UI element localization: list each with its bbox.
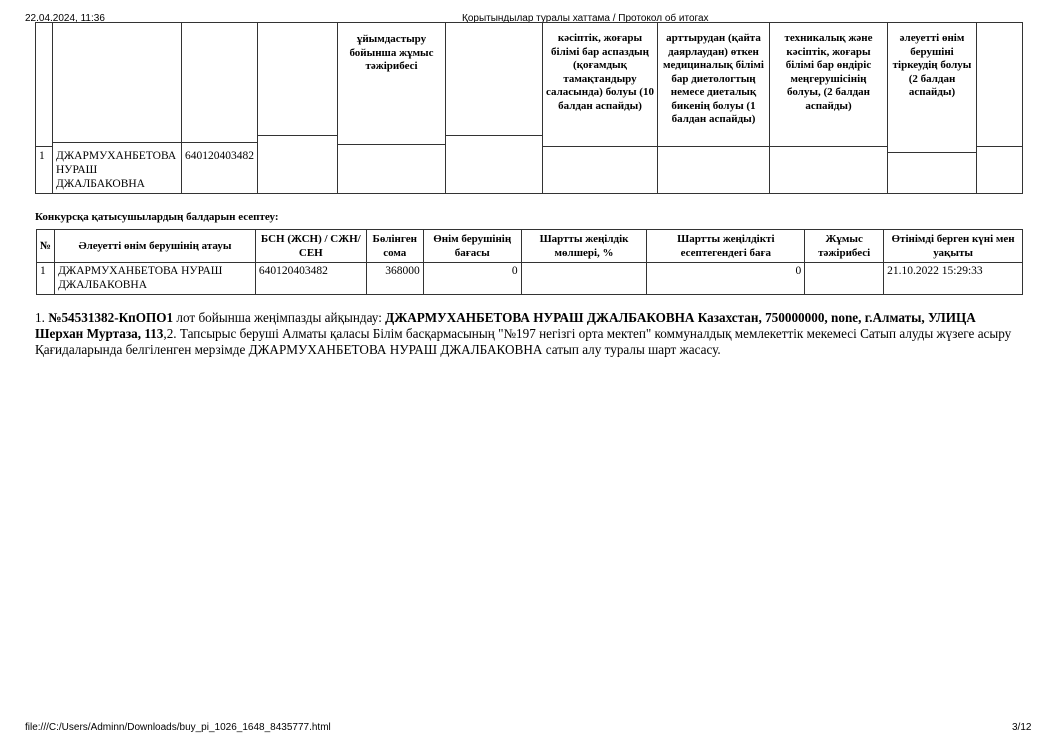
col-allocated: Бөлінген сома [365,229,424,263]
data-cell [976,146,1023,194]
scores-title: Конкурсқа қатысушылардың балдарын есепте… [35,211,279,223]
page-number: 3/12 [1012,722,1032,733]
supplier-id: 640120403482 [181,142,258,194]
data-cell [257,135,338,194]
cell: ДЖАРМУХАНБЕТОВА НУРАШ ДЖАЛБАКОВНА [54,262,256,295]
data-cell [769,146,888,194]
document-title: Қорытындылар туралы хаттама / Протокол о… [462,13,709,24]
cell: 0 [646,262,806,295]
file-path: file:///C:/Users/Adminn/Downloads/buy_pi… [25,722,331,733]
header-cell [445,22,543,136]
data-cell [542,146,658,194]
col-bin: БСН (ЖСН) / СЖН/ СЕН [254,229,367,263]
row-number: 1 [35,146,53,194]
text: 1. [35,310,49,325]
header-cell [181,22,258,143]
data-cell [445,135,543,194]
data-cell [657,146,770,194]
data-cell [887,152,977,194]
col-name: Әлеуетті өнім берушінің атауы [54,229,256,263]
cell: 1 [35,262,56,295]
cell: 368000 [365,262,424,295]
col-submitted: Өтінімді берген күні мен уақыты [883,229,1023,263]
header-cell [257,22,338,136]
result-paragraph: 1. №54531382-КпОПО1 лот бойынша жеңімпаз… [35,310,1025,358]
header-cell: ұйымдастыру бойынша жұмыс тәжірибесі [337,22,446,145]
col-experience: Жұмыс тәжірибесі [804,229,885,263]
col-discounted-price: Шартты жеңілдікті есептегендегі баға [646,229,806,263]
header-cell [976,22,1023,147]
winner: ДЖАРМУХАНБЕТОВА НУРАШ ДЖАЛБАКОВНА Казахс… [35,310,976,341]
header-cell: кәсіптік, жоғары білімі бар аспаздың (қо… [542,22,658,147]
print-datetime: 22.04.2024, 11:36 [25,13,105,24]
header-row: № Әлеуетті өнім берушінің атауы БСН (ЖСН… [35,229,1023,263]
header-cell: әлеуетті өнім берушіні тіркеудің болуы (… [887,22,977,153]
cell: 0 [422,262,522,295]
supplier-name: ДЖАРМУХАНБЕТОВА НУРАШ ДЖАЛБАКОВНА [52,142,182,194]
header-cell [52,22,182,143]
header-cell: техникалық және кәсіптік, жоғары білімі … [769,22,888,147]
col-number: № [35,229,56,263]
text: лот бойынша жеңімпазды айқындау: [173,310,386,325]
header-cell: арттырудан (қайта даярлаудан) өткен меди… [657,22,770,147]
scores-table: № Әлеуетті өнім берушінің атауы БСН (ЖСН… [35,229,1023,295]
cell [520,262,648,295]
cell: 21.10.2022 15:29:33 [883,262,1023,295]
cell: 640120403482 [254,262,367,295]
col-price: Өнім берушінің бағасы [422,229,522,263]
cell [804,262,885,295]
text: ,2. Тапсырыс беруші Алматы қаласы Білім … [35,326,1012,357]
lot-number: №54531382-КпОПО1 [48,310,174,325]
table-row: 1 ДЖАРМУХАНБЕТОВА НУРАШ ДЖАЛБАКОВНА 6401… [35,262,1023,295]
data-cell [337,144,446,194]
col-discount: Шартты жеңілдік мөлшері, % [520,229,648,263]
